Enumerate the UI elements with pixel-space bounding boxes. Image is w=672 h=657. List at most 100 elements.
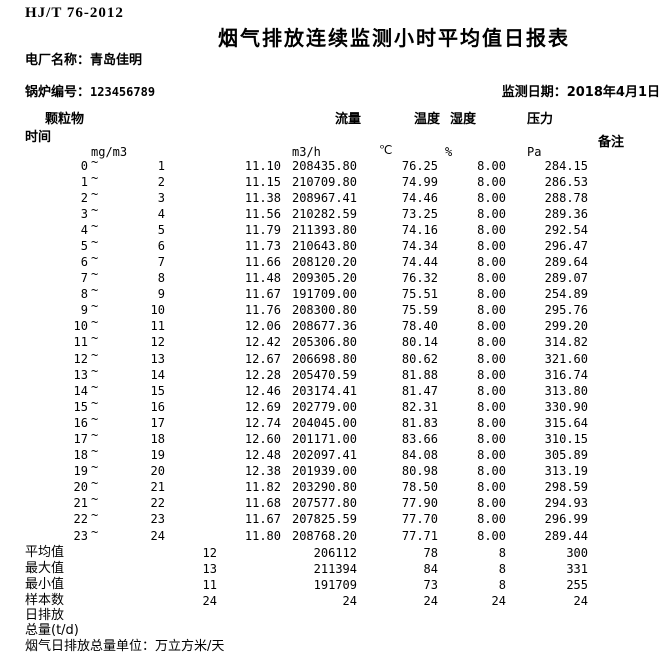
- flow-value: 201939.00: [291, 464, 357, 479]
- hour-end: 13: [150, 351, 165, 366]
- flow-value: 208677.36: [291, 319, 357, 334]
- pressure-summary-value: 255: [566, 578, 588, 592]
- humidity-value: 8.00: [477, 464, 506, 479]
- temperature-value: 74.44: [401, 255, 438, 270]
- humidity-value: 8.00: [477, 174, 506, 189]
- temperature-value: 81.88: [401, 367, 438, 382]
- hour-end: 9: [157, 287, 165, 302]
- flow-value: 206698.80: [291, 351, 357, 366]
- particulate-value: 12.06: [244, 319, 281, 334]
- hour-end: 12: [150, 335, 165, 350]
- col-header-particulate: 颗粒物: [45, 112, 85, 127]
- pressure-value: 289.36: [544, 206, 588, 221]
- hour-start: 4: [80, 222, 88, 237]
- humidity-value: 8.00: [477, 158, 506, 173]
- summary-row: 平均值 12 206112 78 8 300: [0, 545, 672, 561]
- humidity-value: 8.00: [477, 383, 506, 398]
- pressure-value: 286.53: [544, 174, 588, 189]
- table-row: 14 ~15 12.46 203174.41 81.47 8.00 313.80: [0, 380, 672, 399]
- temperature-value: 76.25: [401, 158, 438, 173]
- plant-name-line: 电厂名称：青岛佳明: [25, 49, 142, 68]
- temperature-value: 84.08: [401, 448, 438, 463]
- flow-value: 202097.41: [291, 448, 357, 463]
- humidity-value: 8.00: [477, 528, 506, 543]
- hour-start: 21: [73, 496, 88, 511]
- temperature-value: 80.98: [401, 464, 438, 479]
- humidity-value: 8.00: [477, 255, 506, 270]
- tilde-separator: ~: [91, 411, 99, 426]
- temperature-value: 80.14: [401, 335, 438, 350]
- temperature-value: 78.50: [401, 480, 438, 495]
- pressure-value: 310.15: [544, 432, 588, 447]
- humidity-value: 8.00: [477, 415, 506, 430]
- humidity-value: 8.00: [477, 335, 506, 350]
- temperature-summary-value: 78: [423, 546, 438, 560]
- report-title: 烟气排放连续监测小时平均值日报表: [218, 26, 570, 50]
- humidity-summary-value: 8: [498, 578, 506, 592]
- flow-value: 209305.20: [291, 271, 357, 286]
- table-row: 13 ~14 12.28 205470.59 81.88 8.00 316.74: [0, 364, 672, 383]
- particulate-value: 11.67: [244, 287, 281, 302]
- tilde-separator: ~: [91, 186, 99, 201]
- tilde-separator: ~: [91, 202, 99, 217]
- tilde-separator: ~: [91, 267, 99, 282]
- daily-emission-label-line1: 日排放: [25, 608, 65, 623]
- particulate-value: 11.48: [244, 271, 281, 286]
- pressure-value: 314.82: [544, 335, 588, 350]
- flow-value: 191709.00: [291, 287, 357, 302]
- particulate-value: 11.76: [244, 303, 281, 318]
- table-row: 18 ~19 12.48 202097.41 84.08 8.00 305.89: [0, 444, 672, 463]
- hour-end: 1: [157, 158, 165, 173]
- table-row: 19 ~20 12.38 201939.00 80.98 8.00 313.19: [0, 460, 672, 479]
- humidity-summary-value: 24: [491, 594, 506, 608]
- hour-end: 15: [150, 383, 165, 398]
- table-row: 2 ~3 11.38 208967.41 74.46 8.00 288.78: [0, 187, 672, 206]
- particulate-summary-value: 11: [202, 578, 217, 592]
- tilde-separator: ~: [91, 170, 99, 185]
- hour-start: 15: [73, 399, 88, 414]
- temperature-value: 75.51: [401, 287, 438, 302]
- tilde-separator: ~: [91, 299, 99, 314]
- particulate-value: 12.28: [244, 367, 281, 382]
- col-header-time: 时间: [25, 130, 52, 145]
- particulate-value: 11.10: [244, 158, 281, 173]
- temperature-value: 81.83: [401, 415, 438, 430]
- pressure-value: 305.89: [544, 448, 588, 463]
- hour-start: 10: [73, 319, 88, 334]
- table-row: 20 ~21 11.82 203290.80 78.50 8.00 298.59: [0, 476, 672, 495]
- humidity-value: 8.00: [477, 367, 506, 382]
- humidity-value: 8.00: [477, 319, 506, 334]
- tilde-separator: ~: [91, 283, 99, 298]
- col-header-remark: 备注: [598, 135, 625, 150]
- table-row: 11 ~12 12.42 205306.80 80.14 8.00 314.82: [0, 331, 672, 350]
- pressure-value: 254.89: [544, 287, 588, 302]
- temperature-value: 73.25: [401, 206, 438, 221]
- humidity-value: 8.00: [477, 222, 506, 237]
- hour-end: 6: [157, 238, 165, 253]
- pressure-value: 321.60: [544, 351, 588, 366]
- hour-start: 7: [80, 271, 88, 286]
- humidity-value: 8.00: [477, 432, 506, 447]
- temperature-value: 77.90: [401, 496, 438, 511]
- hour-end: 16: [150, 399, 165, 414]
- hour-end: 14: [150, 367, 165, 382]
- hour-start: 2: [80, 190, 88, 205]
- boiler-no-label: 锅炉编号：: [25, 85, 91, 100]
- pressure-value: 288.78: [544, 190, 588, 205]
- tilde-separator: ~: [91, 347, 99, 362]
- table-row: 12 ~13 12.67 206698.80 80.62 8.00 321.60: [0, 348, 672, 367]
- flow-value: 210709.80: [291, 174, 357, 189]
- hour-start: 13: [73, 367, 88, 382]
- pressure-value: 289.44: [544, 528, 588, 543]
- hour-start: 3: [80, 206, 88, 221]
- hour-start: 16: [73, 415, 88, 430]
- pressure-value: 330.90: [544, 399, 588, 414]
- pressure-value: 295.76: [544, 303, 588, 318]
- temperature-value: 77.70: [401, 512, 438, 527]
- temperature-value: 83.66: [401, 432, 438, 447]
- particulate-value: 12.67: [244, 351, 281, 366]
- tilde-separator: ~: [91, 428, 99, 443]
- flow-summary-value: 211394: [313, 562, 357, 576]
- tilde-separator: ~: [91, 218, 99, 233]
